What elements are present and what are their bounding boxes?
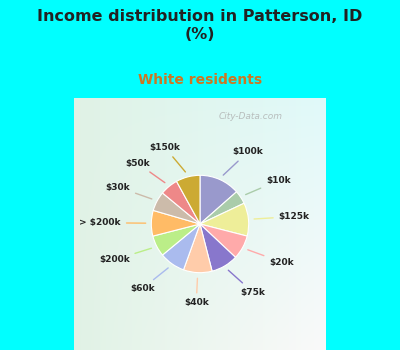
Text: $50k: $50k [125,159,165,183]
Text: $10k: $10k [246,176,291,195]
Text: $30k: $30k [106,182,152,199]
Text: $150k: $150k [150,143,186,172]
Text: $60k: $60k [130,268,168,293]
Text: White residents: White residents [138,74,262,88]
Text: City-Data.com: City-Data.com [219,112,283,121]
Wedge shape [200,224,247,257]
Text: $100k: $100k [223,147,263,175]
Wedge shape [200,192,244,224]
Wedge shape [153,193,200,224]
Text: $125k: $125k [254,212,310,221]
Wedge shape [153,224,200,255]
Text: $20k: $20k [248,250,294,267]
Wedge shape [162,224,200,270]
Wedge shape [162,181,200,224]
Wedge shape [200,175,236,224]
Text: $75k: $75k [228,270,265,296]
Wedge shape [176,175,200,224]
Text: $200k: $200k [99,248,152,264]
Wedge shape [151,210,200,236]
Text: > $200k: > $200k [80,218,146,227]
Wedge shape [200,224,236,271]
Wedge shape [200,203,249,236]
Text: $40k: $40k [184,278,209,307]
Text: Income distribution in Patterson, ID
(%): Income distribution in Patterson, ID (%) [37,9,363,42]
Wedge shape [184,224,212,273]
